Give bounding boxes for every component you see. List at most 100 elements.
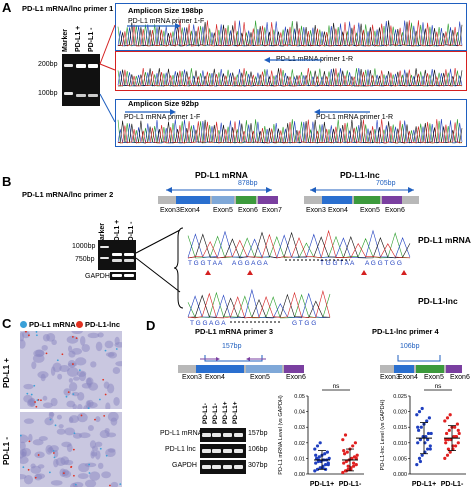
data-point xyxy=(314,461,318,465)
ladder-750: 750bp xyxy=(75,256,95,263)
data-point xyxy=(445,453,450,457)
seq-b1c: T G G T A A xyxy=(320,260,355,267)
data-point xyxy=(446,438,450,442)
data-point xyxy=(352,461,356,465)
data-point xyxy=(351,444,355,448)
seq-b1b: A G G A G A xyxy=(232,260,268,267)
seq-b1d: A G G T G G xyxy=(365,260,402,267)
row-label-lnc: PD-L1-lnc xyxy=(418,296,458,306)
b-mrna-exon3: Exon3 xyxy=(160,207,180,214)
y-tick-label: 0.000 xyxy=(393,472,407,478)
data-point xyxy=(428,447,432,451)
data-point xyxy=(417,428,421,432)
data-point xyxy=(455,422,459,426)
data-point xyxy=(426,447,430,451)
x-category-label: PD-L1- xyxy=(339,481,362,488)
d-lnc-exon3: Exon3 xyxy=(380,374,400,381)
b-lnc-exon5: Exon5 xyxy=(360,207,380,214)
mrna-size-878: 878bp xyxy=(238,180,258,187)
y-tick-label: 0.04 xyxy=(294,410,305,416)
d-mrna-exon4: Exon4 xyxy=(205,374,225,381)
x-category-label: PD-L1+ xyxy=(412,481,436,488)
data-point xyxy=(448,450,452,454)
data-point xyxy=(424,434,428,439)
data-point xyxy=(346,464,350,468)
data-point xyxy=(443,456,447,460)
data-point xyxy=(342,449,346,453)
data-point xyxy=(453,425,457,429)
y-tick-label: 0.03 xyxy=(294,425,305,431)
data-point xyxy=(417,410,422,414)
amplicon-198: Amplicon Size 198bp xyxy=(128,6,204,15)
y-tick-label: 0.005 xyxy=(393,456,407,462)
blot-lane-4: PD-L1+ xyxy=(232,401,239,424)
data-point xyxy=(343,452,347,456)
y-tick-label: 0.025 xyxy=(393,394,407,400)
size-106: 106bp xyxy=(400,343,420,350)
d-mrna-exon6: Exon6 xyxy=(286,374,306,381)
data-point xyxy=(313,447,317,451)
lnc-primer4: PD-L1-lnc primer 4 xyxy=(372,327,439,336)
data-point xyxy=(315,467,320,471)
data-point xyxy=(314,453,318,457)
panel-b-chromatograms xyxy=(135,227,411,323)
blot-row-lnc: PD-L1 lnc xyxy=(165,446,196,453)
data-point xyxy=(419,425,423,429)
significance-label: ns xyxy=(435,383,443,390)
gel-b xyxy=(98,240,136,270)
data-point xyxy=(326,463,330,467)
legend-mrna: PD-L1 mRNA xyxy=(29,320,76,329)
blot-size-106: 106bp xyxy=(248,446,268,453)
b-mrna-exon4: Exon4 xyxy=(180,207,200,214)
panel-c-label: C xyxy=(2,316,12,331)
data-point xyxy=(313,469,317,473)
blot-size-157: 157bp xyxy=(248,430,268,437)
legend-dot-lnc xyxy=(76,321,83,328)
amplicon-92: Amplicon Size 92bp xyxy=(128,99,199,108)
data-point xyxy=(418,459,422,464)
seq-b2a: T G G A G A xyxy=(190,320,226,327)
y-tick-label: 0.05 xyxy=(294,394,305,400)
seq-b1a: T G G T A A xyxy=(188,260,223,267)
y-tick-label: 0.01 xyxy=(294,456,305,462)
seq-b2b: G T G G xyxy=(292,320,317,327)
data-point xyxy=(415,463,419,467)
data-point xyxy=(323,452,327,456)
data-point xyxy=(420,406,424,411)
b-lnc-exon3: Exon3 xyxy=(306,207,326,214)
data-point xyxy=(352,464,356,468)
primer-1f-b: PD-L1 mRNA primer 1-F xyxy=(124,114,201,121)
data-point xyxy=(417,456,422,460)
data-point xyxy=(318,441,322,445)
data-point xyxy=(425,419,429,423)
data-point xyxy=(415,413,419,417)
panel-b-label: B xyxy=(2,174,12,189)
data-point xyxy=(355,453,359,457)
data-point xyxy=(353,441,357,445)
ladder-1000: 1000bp xyxy=(72,243,96,250)
data-point xyxy=(427,416,431,420)
data-point xyxy=(444,438,448,442)
data-point xyxy=(350,456,354,460)
row-neg-c: PD-L1 - xyxy=(2,437,11,465)
data-point xyxy=(354,456,358,460)
micrograph-neg xyxy=(20,412,122,487)
y-axis-label: PD-L1-lnc Level (vs GAPDH) xyxy=(380,399,386,470)
data-point xyxy=(418,438,422,442)
data-point xyxy=(327,456,331,460)
blot-size-307: 307bp xyxy=(248,462,268,469)
panel-b-schematic xyxy=(158,187,419,204)
blot-row-gapdh: GAPDH xyxy=(172,462,197,469)
significance-label: ns xyxy=(333,383,341,390)
b-lnc-exon6: Exon6 xyxy=(385,207,405,214)
y-axis-label: PD-L1 mRNA Level (vs GAPDH) xyxy=(278,395,284,475)
data-point xyxy=(341,438,345,442)
legend-lnc: PD-L1-lnc xyxy=(85,320,121,329)
lnc-size-705: 705bp xyxy=(376,180,396,187)
legend-dot-mrna xyxy=(20,321,27,328)
y-tick-label: 0.020 xyxy=(393,410,407,416)
data-point xyxy=(420,453,424,457)
x-category-label: PD-L1+ xyxy=(310,481,334,488)
b-mrna-exon6: Exon6 xyxy=(238,207,258,214)
d-lnc-exon6: Exon6 xyxy=(450,374,470,381)
